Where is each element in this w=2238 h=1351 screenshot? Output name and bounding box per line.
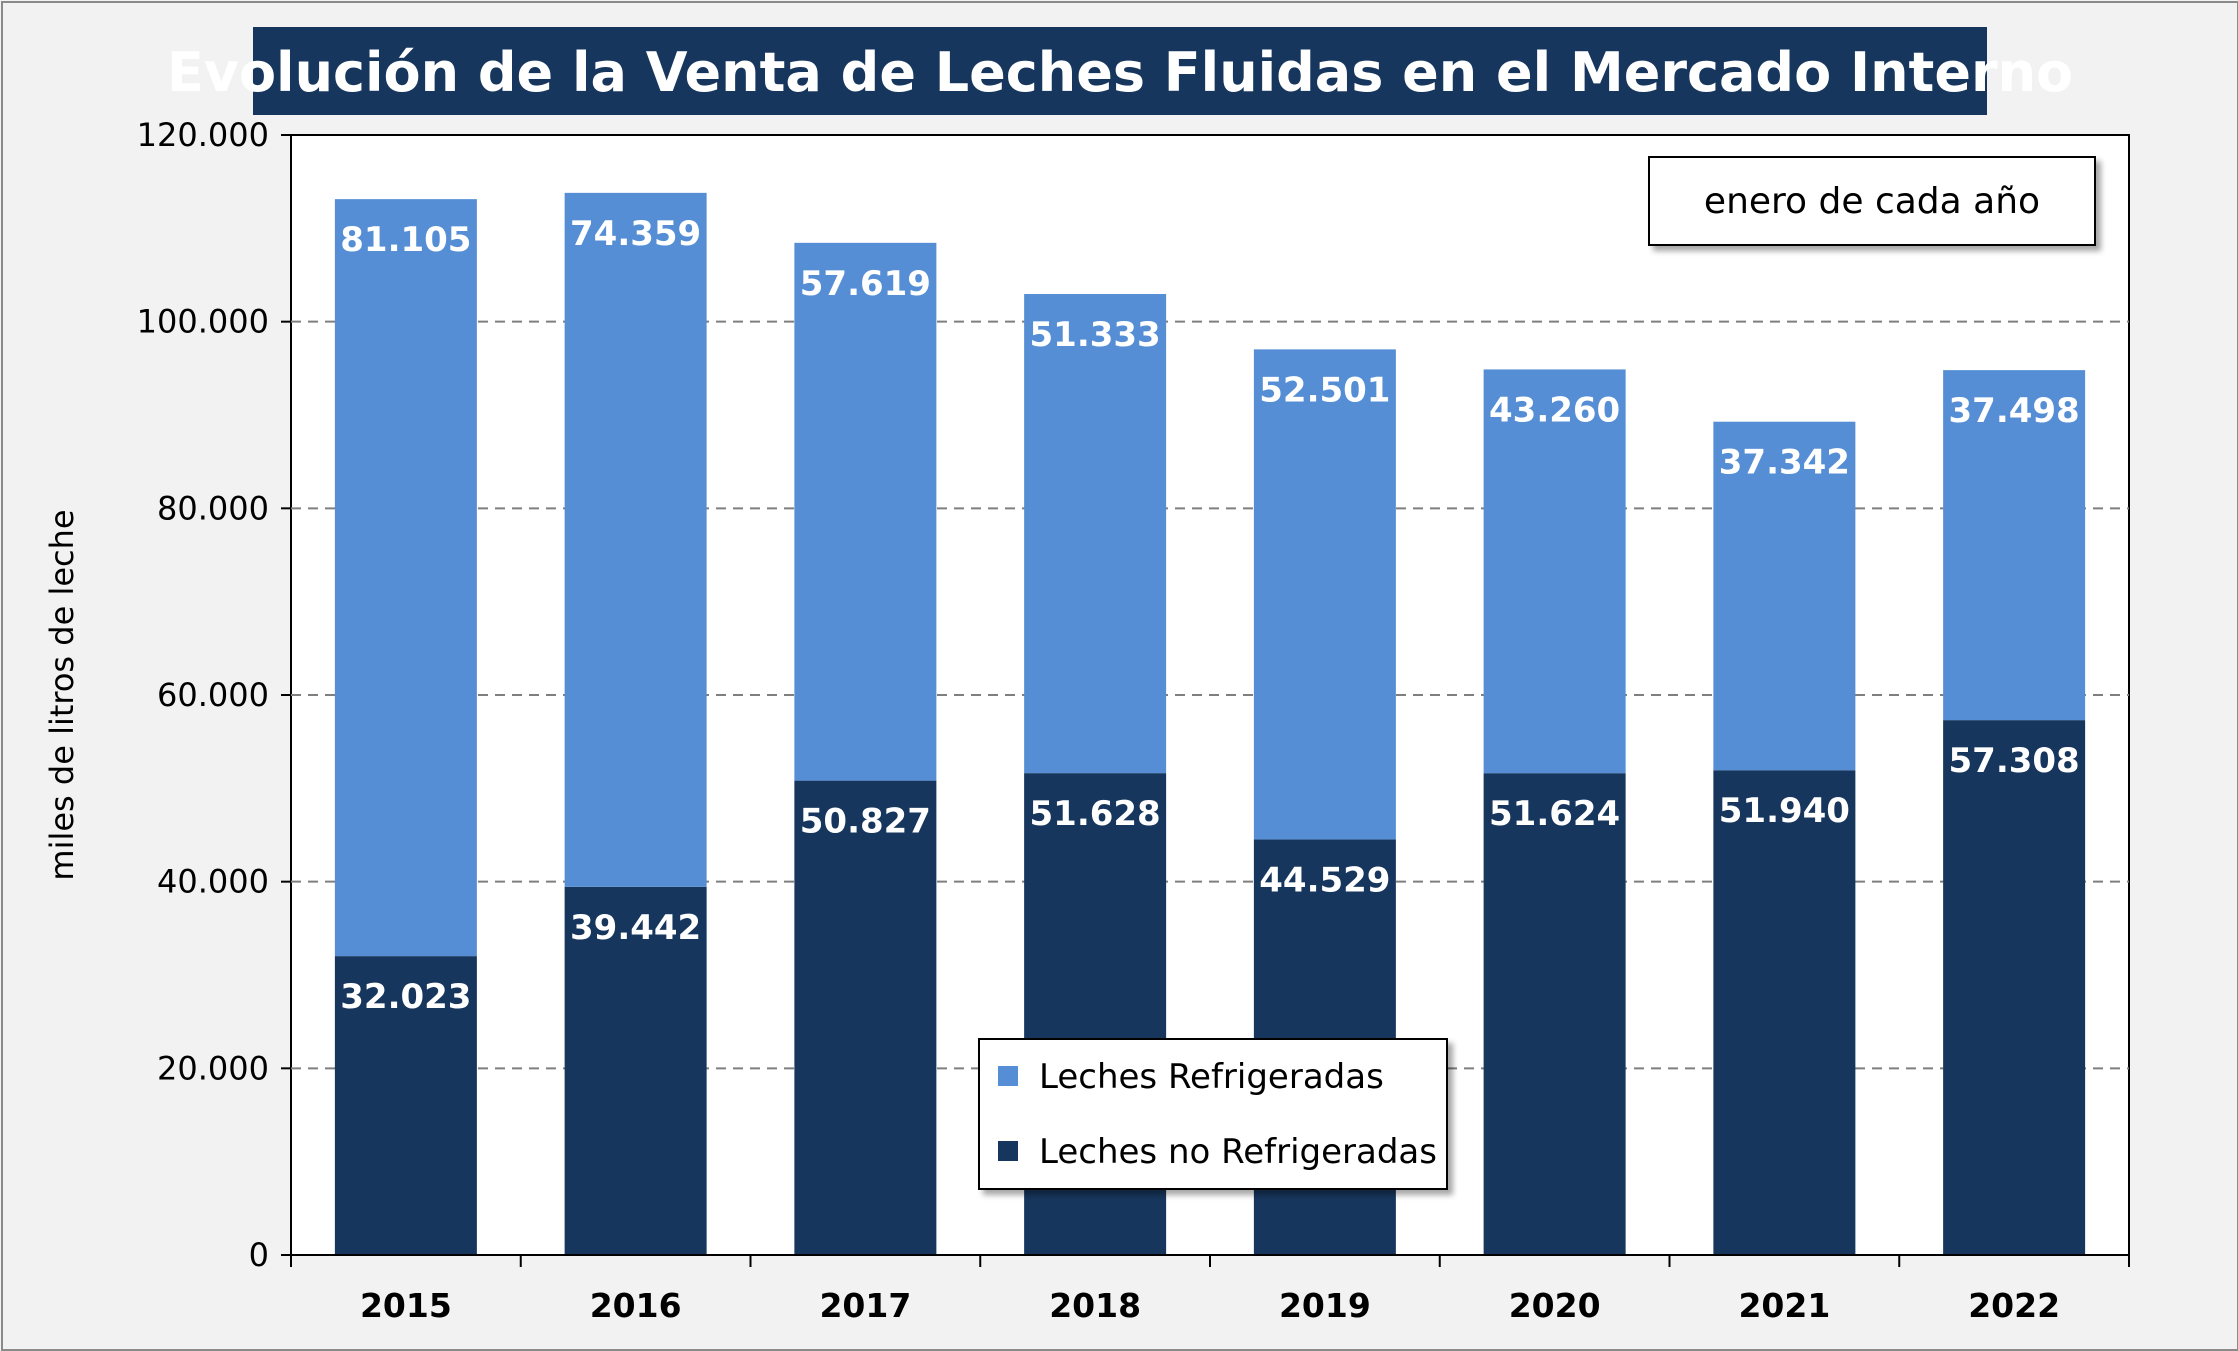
bar-leches-no-refrigeradas-2021 xyxy=(1713,770,1856,1255)
data-label-leches-refrigeradas-2016: 74.359 xyxy=(570,214,701,254)
bar-leches-no-refrigeradas-2017 xyxy=(794,780,937,1255)
axes: 0 20.000 40.000 60.000 80.000 100.000 120.000 2… xyxy=(137,116,2130,1325)
data-label-leches-no-refrigeradas-2018: 51.628 xyxy=(1030,794,1161,834)
data-label-leches-refrigeradas-2015: 81.105 xyxy=(340,220,471,260)
data-label-leches-refrigeradas-2020: 43.260 xyxy=(1489,390,1620,430)
data-label-leches-no-refrigeradas-2022: 57.308 xyxy=(1949,741,2080,781)
bar-leches-no-refrigeradas-2022 xyxy=(1943,720,2086,1255)
y-tick-label: 20.000 xyxy=(157,1049,269,1087)
bar-leches-no-refrigeradas-2020 xyxy=(1483,773,1626,1255)
bar-leches-refrigeradas-2020 xyxy=(1483,369,1626,774)
x-tick-label: 2017 xyxy=(819,1286,911,1325)
data-label-leches-no-refrigeradas-2016: 39.442 xyxy=(570,908,701,948)
x-tick-label: 2022 xyxy=(1968,1286,2060,1325)
bar-leches-refrigeradas-2022 xyxy=(1943,370,2086,721)
bar-leches-refrigeradas-2021 xyxy=(1713,421,1856,771)
chart-svg: Evolución de la Venta de Leches Fluidas … xyxy=(43,27,2130,1325)
y-axis-title: miles de litros de leche xyxy=(43,509,81,880)
legend-swatch-refrigeradas xyxy=(998,1066,1018,1086)
data-label-leches-no-refrigeradas-2021: 51.940 xyxy=(1719,791,1850,831)
chart-title: Evolución de la Venta de Leches Fluidas … xyxy=(167,41,2073,104)
annotation-text: enero de cada año xyxy=(1704,181,2040,222)
annotation-box: enero de cada año xyxy=(1648,156,2096,246)
y-tick-label: 0 xyxy=(249,1236,269,1274)
x-tick-label: 2021 xyxy=(1738,1286,1830,1325)
data-label-leches-refrigeradas-2021: 37.342 xyxy=(1719,443,1850,483)
y-tick-label: 40.000 xyxy=(157,863,269,901)
data-labels: 32.023 81.105 39.442 74.359 50.827 57.619 51.6… xyxy=(340,214,2079,1017)
legend-label-refrigeradas: Leches Refrigeradas xyxy=(1039,1057,1384,1097)
bar-leches-refrigeradas-2015 xyxy=(334,199,477,957)
data-label-leches-refrigeradas-2019: 52.501 xyxy=(1259,370,1390,410)
x-tick-label: 2018 xyxy=(1049,1286,1141,1325)
bar-leches-no-refrigeradas-2016 xyxy=(564,886,707,1255)
title-background xyxy=(253,27,1987,115)
legend: Leches Refrigeradas Leches no Refrigerad… xyxy=(978,1038,1448,1190)
bar-leches-refrigeradas-2018 xyxy=(1024,294,1167,774)
bar-leches-refrigeradas-2017 xyxy=(794,242,937,781)
data-label-leches-no-refrigeradas-2017: 50.827 xyxy=(800,802,931,842)
data-label-leches-refrigeradas-2017: 57.619 xyxy=(800,264,931,304)
legend-label-no-refrigeradas: Leches no Refrigeradas xyxy=(1039,1132,1437,1172)
x-tick-label: 2020 xyxy=(1509,1286,1601,1325)
data-label-leches-refrigeradas-2018: 51.333 xyxy=(1030,315,1161,355)
x-tick-label: 2016 xyxy=(590,1286,682,1325)
x-tick-label: 2019 xyxy=(1279,1286,1371,1325)
data-label-leches-no-refrigeradas-2020: 51.624 xyxy=(1489,794,1620,834)
bar-leches-refrigeradas-2019 xyxy=(1253,349,1396,840)
data-label-leches-no-refrigeradas-2015: 32.023 xyxy=(340,977,471,1017)
legend-swatch-no-refrigeradas xyxy=(998,1141,1018,1161)
data-label-leches-refrigeradas-2022: 37.498 xyxy=(1949,391,2080,431)
y-tick-label: 100.000 xyxy=(137,303,269,341)
y-tick-label: 60.000 xyxy=(157,676,269,714)
y-tick-label: 120.000 xyxy=(137,116,269,154)
data-label-leches-no-refrigeradas-2019: 44.529 xyxy=(1259,860,1390,900)
y-tick-label: 80.000 xyxy=(157,489,269,527)
x-tick-label: 2015 xyxy=(360,1286,452,1325)
bar-leches-no-refrigeradas-2015 xyxy=(334,956,477,1255)
bar-leches-refrigeradas-2016 xyxy=(564,192,707,887)
